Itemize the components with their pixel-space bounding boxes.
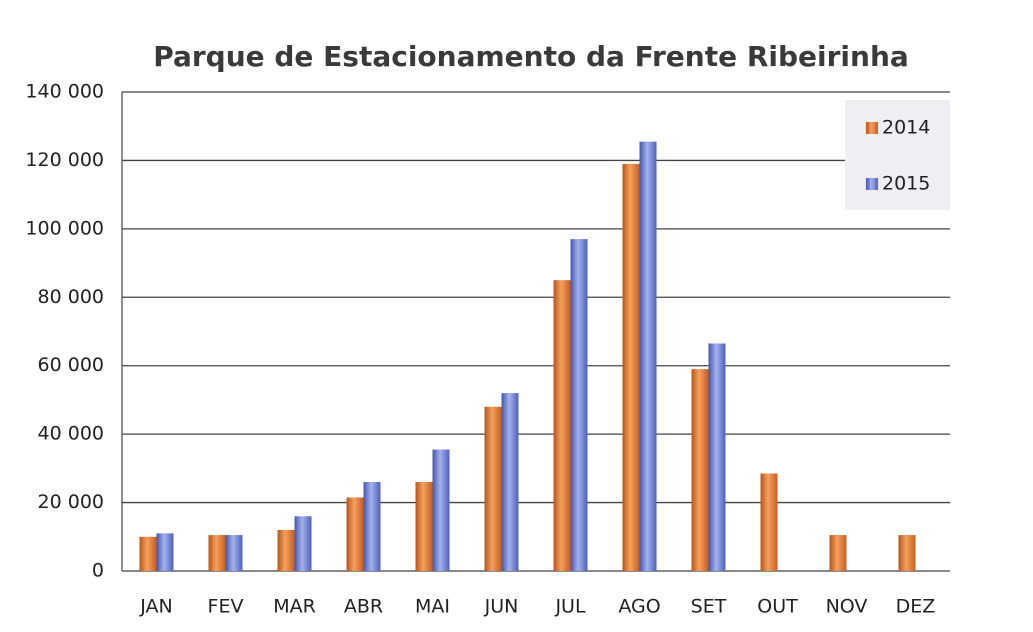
bar (208, 535, 226, 571)
x-tick-label: SET (691, 596, 727, 618)
bar (277, 529, 295, 571)
x-tick-label: JAN (139, 596, 172, 618)
x-tick-label: OUT (757, 596, 798, 618)
x-tick-label: MAI (415, 596, 450, 618)
bar (346, 497, 364, 571)
bar (156, 533, 174, 571)
x-tick-label: JUN (484, 596, 519, 618)
bar (639, 141, 657, 571)
y-tick-label: 140 000 (25, 81, 104, 103)
bar (484, 406, 502, 571)
bar (691, 369, 709, 571)
y-tick-label: 60 000 (38, 354, 104, 376)
x-tick-label: AGO (618, 596, 660, 618)
bar (294, 516, 312, 571)
legend-swatch (866, 122, 878, 134)
x-tick-label: ABR (344, 596, 383, 618)
bar (363, 482, 381, 571)
y-tick-label: 20 000 (38, 491, 104, 513)
legend-label: 2015 (882, 173, 930, 195)
legend-swatch (866, 178, 878, 190)
y-tick-label: 0 (92, 560, 104, 582)
chart-title: Parque de Estacionamento da Frente Ribei… (153, 40, 909, 73)
legend-box (845, 100, 950, 210)
x-tick-label: NOV (826, 596, 868, 618)
bar (829, 535, 847, 571)
bar (622, 163, 640, 571)
x-tick-label: FEV (208, 596, 244, 618)
y-tick-label: 40 000 (38, 423, 104, 445)
x-tick-label: JUL (554, 596, 586, 618)
bar (501, 393, 519, 571)
bar (570, 239, 588, 571)
x-tick-label: DEZ (896, 596, 936, 618)
bar (760, 473, 778, 571)
x-tick-label: MAR (273, 596, 316, 618)
bar (553, 280, 571, 571)
y-tick-label: 120 000 (25, 149, 104, 171)
bar (708, 343, 726, 571)
bar (432, 449, 450, 571)
bar (225, 535, 243, 571)
bar (139, 536, 157, 571)
legend-label: 2014 (882, 117, 930, 139)
bar (898, 535, 916, 571)
y-tick-label: 80 000 (38, 286, 104, 308)
bar (415, 482, 433, 571)
y-tick-label: 100 000 (25, 217, 104, 239)
